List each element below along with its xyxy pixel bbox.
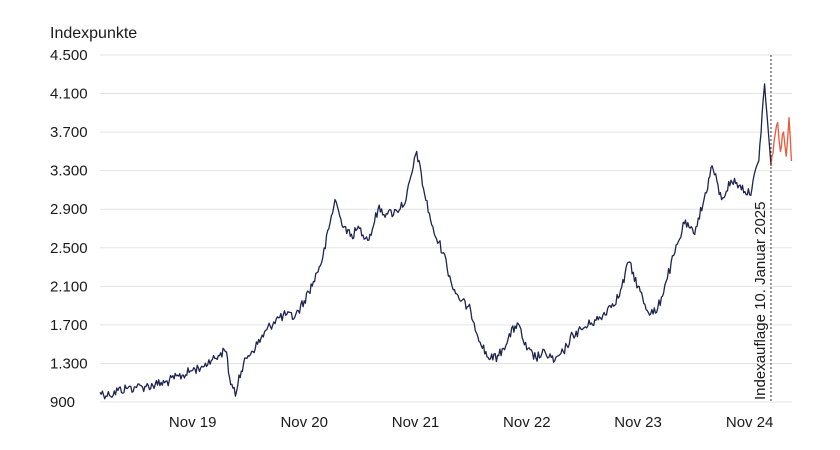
x-tick-label: Nov 20 — [280, 414, 328, 431]
x-tick-label: Nov 22 — [503, 414, 551, 431]
y-tick-label: 900 — [50, 394, 75, 411]
x-tick-label: Nov 21 — [392, 414, 440, 431]
annotation-label: Indexauflage 10. Januar 2025 — [752, 202, 769, 401]
y-tick-label: 1.300 — [50, 355, 88, 372]
x-tick-labels: Nov 19 Nov 20 Nov 21 Nov 22 Nov 23 Nov 24 — [169, 414, 773, 431]
y-tick-label: 4.100 — [50, 86, 88, 103]
grid-lines — [100, 54, 792, 403]
y-axis-title: Indexpunkte — [50, 25, 137, 42]
y-tick-labels: 900 1.300 1.700 2.100 2.500 2.900 3.300 3.700 4.… — [50, 47, 88, 411]
series-layer — [99, 83, 793, 400]
series-line-2 — [770, 117, 793, 166]
x-tick-label: Nov 23 — [614, 414, 662, 431]
annotation-layer: Indexauflage 10. Januar 2025 — [752, 55, 772, 402]
y-tick-label: 2.100 — [50, 278, 88, 295]
series-line-1 — [99, 83, 772, 400]
y-tick-label: 3.700 — [50, 124, 88, 141]
y-tick-label: 2.900 — [50, 201, 88, 218]
y-tick-label: 1.700 — [50, 317, 88, 334]
x-tick-label: Nov 19 — [169, 414, 217, 431]
y-tick-label: 2.500 — [50, 240, 88, 257]
y-tick-label: 4.500 — [50, 47, 88, 64]
y-tick-label: 3.300 — [50, 163, 88, 180]
x-tick-label: Nov 24 — [726, 414, 774, 431]
